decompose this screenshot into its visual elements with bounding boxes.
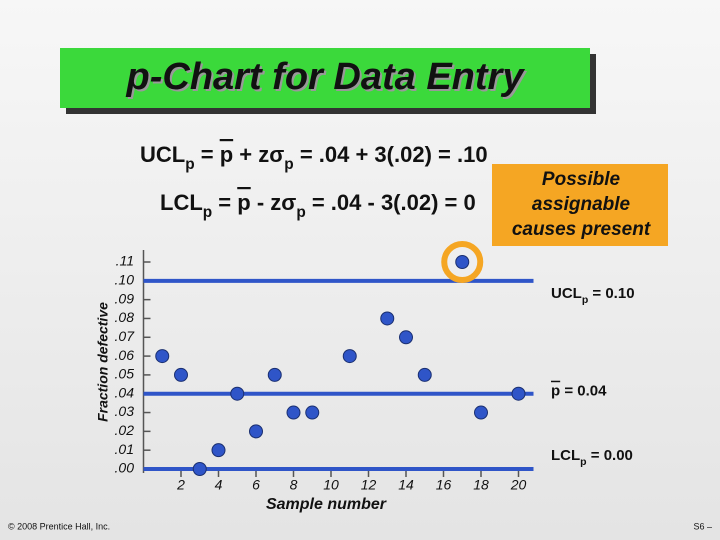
x-tick-label: 20 <box>510 477 527 493</box>
y-tick-label: .11 <box>116 253 134 269</box>
control-line-label: UCLp = 0.10 <box>551 285 635 306</box>
data-point <box>342 349 357 364</box>
text-part: = 0.00 <box>587 447 633 464</box>
text-part: = <box>195 142 220 167</box>
y-tick-label: .09 <box>115 290 135 306</box>
data-point <box>211 443 226 458</box>
text-part: = .04 - 3(.02) = 0 <box>306 190 476 215</box>
text-part: + z <box>233 142 269 167</box>
formula: LCLp = p - zσp = .04 - 3(.02) = 0 <box>160 190 476 221</box>
y-tick-label: .06 <box>115 347 135 363</box>
x-tick-label: 10 <box>323 477 339 493</box>
data-point <box>249 424 263 439</box>
y-tick-label: .02 <box>115 422 135 438</box>
text-part: LCL <box>160 190 203 215</box>
annotation-text: causes present <box>512 219 651 240</box>
text-part: σ <box>281 190 296 215</box>
text-part: LCL <box>551 447 580 464</box>
title-shadow-text: p-Chart for Data Entry <box>128 58 528 100</box>
x-tick-label: 18 <box>473 477 489 493</box>
data-point <box>399 330 413 345</box>
text-part: p <box>582 294 588 306</box>
chart-title: p-Chart for Data Entry <box>126 56 526 98</box>
text-part: = 0.10 <box>588 285 634 302</box>
data-point <box>174 367 188 382</box>
title-box <box>60 48 590 108</box>
x-tick-label: 6 <box>252 477 260 493</box>
text-part: σ <box>269 142 284 167</box>
y-tick-label: .03 <box>115 403 135 419</box>
data-point <box>192 462 207 476</box>
data-point <box>155 349 170 364</box>
data-point <box>286 405 301 420</box>
y-tick-label: .01 <box>115 441 134 457</box>
x-tick-label: 2 <box>176 477 185 493</box>
copyright: © 2008 Prentice Hall, Inc. <box>8 521 110 531</box>
text-part: p <box>185 156 194 173</box>
text-part: = 0.04 <box>560 383 607 400</box>
y-tick-label: .07 <box>115 328 136 344</box>
data-point <box>417 367 432 382</box>
y-tick-label: .00 <box>115 460 135 476</box>
text-part: p <box>237 190 250 215</box>
data-point <box>474 405 488 420</box>
x-tick-label: 14 <box>398 477 414 493</box>
y-tick-label: .04 <box>115 384 135 400</box>
text-part: p <box>220 142 233 167</box>
data-point <box>511 386 526 401</box>
data-point <box>455 255 470 269</box>
y-tick-label: .05 <box>115 366 135 382</box>
annotation-box <box>492 164 668 246</box>
text-part: p <box>203 204 212 221</box>
text-part: p <box>296 204 305 221</box>
annotation-text: assignable <box>532 194 631 215</box>
text-part: = <box>212 190 237 215</box>
text-part: = .04 + 3(.02) = .10 <box>294 142 488 167</box>
x-tick-label: 4 <box>215 477 223 493</box>
y-axis-label: Fraction defective <box>95 302 111 422</box>
text-part: p <box>580 456 586 468</box>
text-part: p <box>284 156 293 173</box>
x-tick-label: 12 <box>361 477 377 493</box>
text-part: p <box>551 383 560 400</box>
text-part: UCL <box>140 142 185 167</box>
data-point <box>267 367 282 382</box>
x-tick-label: 8 <box>290 477 298 493</box>
y-tick-label: .10 <box>115 272 135 288</box>
data-point <box>380 311 395 326</box>
control-line-label: p = 0.04 <box>551 383 607 400</box>
x-axis-label: Sample number <box>266 496 387 513</box>
y-tick-label: .08 <box>115 309 135 325</box>
data-point <box>305 405 320 420</box>
annotation-text: Possible <box>542 169 621 190</box>
formula: UCLp = p + zσp = .04 + 3(.02) = .10 <box>140 142 488 173</box>
x-tick-label: 16 <box>436 477 452 493</box>
text-part: - z <box>251 190 282 215</box>
data-point <box>230 386 245 401</box>
page-number: S6 – <box>693 521 712 531</box>
highlight-ring <box>441 241 484 283</box>
text-part: UCL <box>551 285 582 302</box>
control-line-label: LCLp = 0.00 <box>551 447 633 468</box>
